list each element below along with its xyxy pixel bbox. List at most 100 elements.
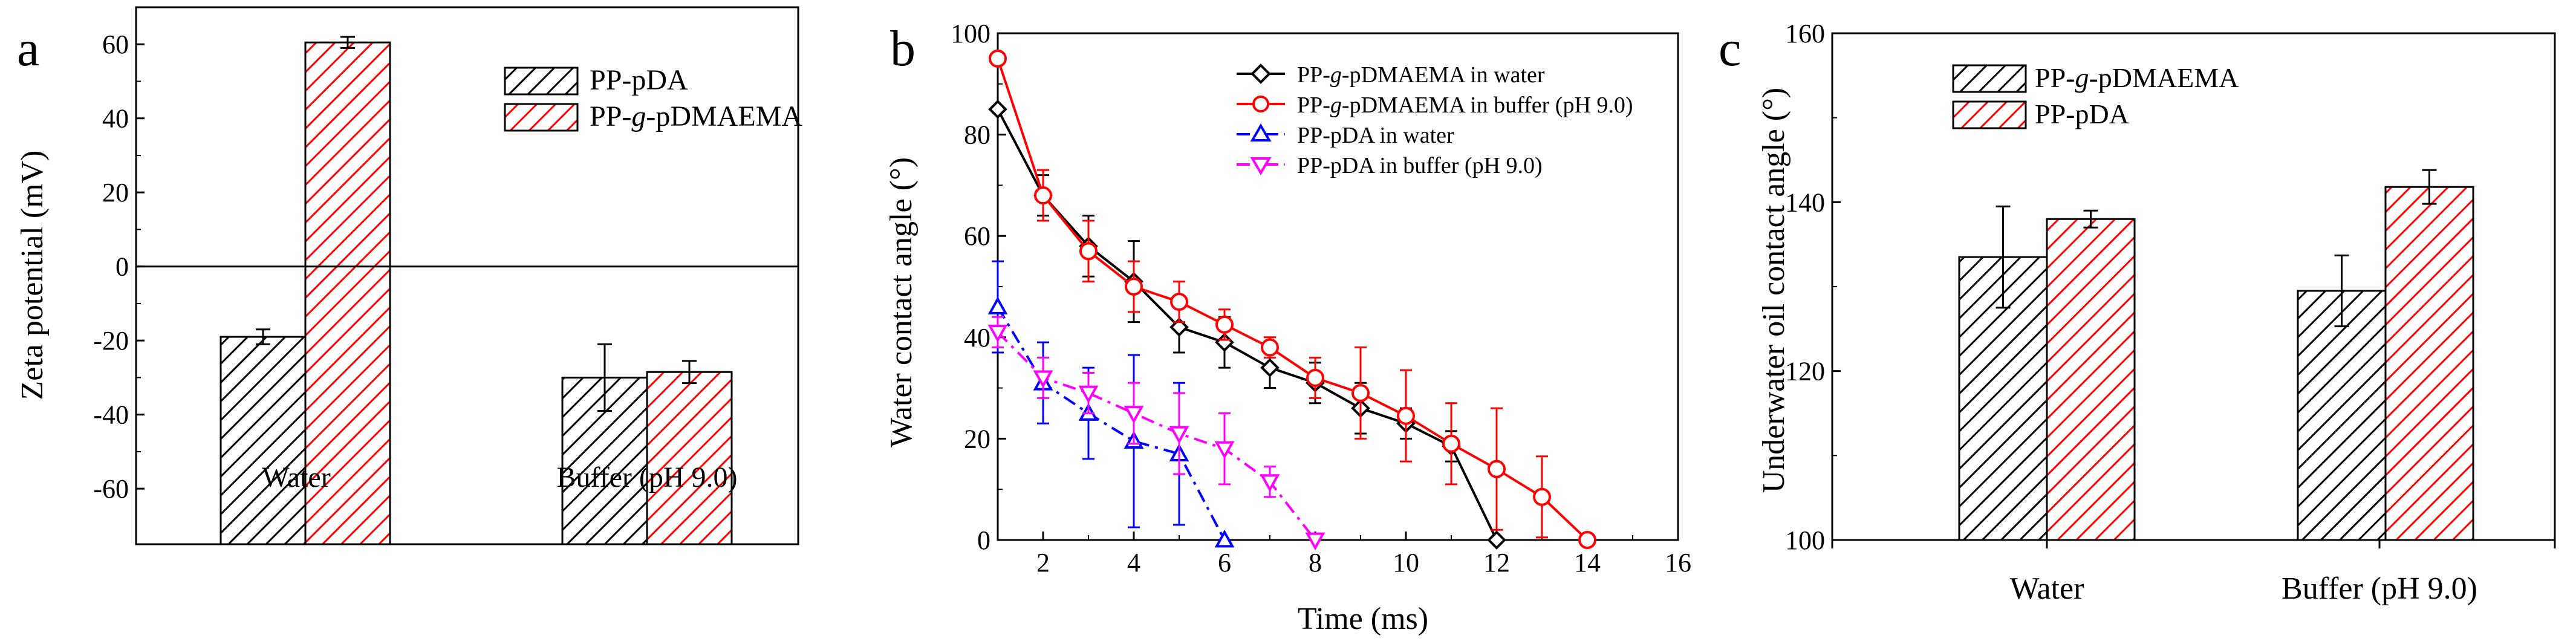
series-pp-g-pdmaema-in-buffer-ph-9-0-point-2 xyxy=(1079,242,1098,261)
panel-a-ylabel: Zeta potential (mV) xyxy=(15,151,50,400)
series-pp-pda-in-water-point-0 xyxy=(987,296,1008,314)
series-pp-g-pdmaema-in-water-point-11 xyxy=(1487,530,1506,550)
panel-b-legend: PP-g-pDMAEMA in water PP-g-pDMAEMA in bu… xyxy=(1237,62,1633,178)
legend-swatch-pp-g-pdmaema xyxy=(504,103,579,132)
panel-a-category-buffer: Buffer (pH 9.0) xyxy=(556,461,737,493)
panel-b-xtick-label-4: 10 xyxy=(1393,548,1419,577)
panel-c-ylabel: Underwater oil contact angle (°) xyxy=(1757,88,1791,493)
panel-a-category-water: Water xyxy=(262,461,330,493)
series-pp-g-pdmaema-in-water-line xyxy=(997,108,1498,541)
series-pp-g-pdmaema-in-water-point-0 xyxy=(988,99,1007,119)
series-pp-g-pdmaema-in-buffer-ph-9-0-point-10 xyxy=(1442,434,1460,453)
bar-water-pp-pda xyxy=(220,336,307,545)
panel-a-ytick-label-4: 20 xyxy=(102,178,129,207)
panel-c: c Underwater oil contact angle (°) 100 12… xyxy=(1719,19,2556,606)
panel-b-label: b xyxy=(890,21,916,77)
series-pp-g-pdmaema-in-buffer-ph-9-0-point-7 xyxy=(1306,368,1324,387)
series-pp-g-pdmaema-in-buffer-ph-9-0-point-0 xyxy=(989,49,1007,68)
panel-b-xtick-label-2: 6 xyxy=(1218,548,1231,577)
series-pp-pda-in-water-line xyxy=(997,306,1226,541)
series-pp-pda-in-buffer-ph-9-0-point-5 xyxy=(1214,441,1235,460)
legend-swatch-c-pp-pda xyxy=(1952,100,2027,129)
panel-b-ytick-label-5: 100 xyxy=(951,19,990,48)
panel-b-ylabel: Water contact angle (°) xyxy=(884,157,919,447)
legend-swatch-pp-pda xyxy=(504,67,579,96)
panel-a-legend: PP-pDA PP-g-pDMAEMA xyxy=(504,64,802,132)
legend-label-series-3: PP-pDA in water xyxy=(1297,123,1454,148)
panel-b-ytick-label-0: 0 xyxy=(977,525,990,555)
series-pp-g-pdmaema-in-buffer-ph-9-0-point-11 xyxy=(1488,460,1506,478)
panel-a-category-labels: Water Buffer (pH 9.0) xyxy=(262,461,737,493)
series-pp-pda-in-buffer-ph-9-0-point-3 xyxy=(1124,406,1144,424)
legend-label-series-2: PP-g-pDMAEMA in buffer (pH 9.0) xyxy=(1297,93,1633,118)
panel-b-xtick-label-7: 16 xyxy=(1665,548,1691,577)
panel-c-ytick-label-3: 160 xyxy=(1785,19,1825,48)
series-pp-pda-in-buffer-ph-9-0-point-1 xyxy=(1033,370,1053,388)
series-pp-g-pdmaema-in-buffer-ph-9-0-point-9 xyxy=(1397,406,1415,425)
panel-a-ytick-label-0: -60 xyxy=(93,474,129,504)
series-pp-pda-in-buffer-ph-9-0-point-6 xyxy=(1260,474,1280,492)
panel-b-xtick-label-0: 2 xyxy=(1036,548,1050,577)
series-pp-pda-in-buffer-ph-9-0-point-2 xyxy=(1078,385,1099,404)
series-pp-g-pdmaema-in-buffer-ph-9-0-point-4 xyxy=(1170,293,1188,311)
legend-label-series-1: PP-g-pDMAEMA in water xyxy=(1297,62,1545,88)
series-pp-pda-in-water xyxy=(987,260,1235,548)
series-pp-g-pdmaema-in-water-point-4 xyxy=(1169,317,1189,337)
panel-b-ytick-label-2: 40 xyxy=(964,323,990,353)
legend-label-c-pp-pda: PP-pDA xyxy=(2035,99,2129,129)
legend-label-series-4: PP-pDA in buffer (pH 9.0) xyxy=(1297,153,1543,178)
panel-b-xlabel: Time (ms) xyxy=(1298,602,1428,636)
panel-b-xtick-label-3: 8 xyxy=(1309,548,1322,577)
panel-c-category-labels: Water Buffer (pH 9.0) xyxy=(2010,571,2477,606)
legend-marker-triangle-up xyxy=(1250,123,1272,141)
panel-c-category-water: Water xyxy=(2010,571,2084,606)
panel-c-label: c xyxy=(1719,21,1741,77)
series-pp-g-pdmaema-in-buffer-ph-9-0-point-3 xyxy=(1125,278,1143,296)
series-pp-pda-in-buffer-ph-9-0-point-7 xyxy=(1305,532,1325,551)
legend-marker-circle xyxy=(1252,96,1269,112)
series-pp-g-pdmaema-in-buffer-ph-9-0-point-8 xyxy=(1351,383,1370,402)
panel-a: a Zeta potential (mV) -60 -40 -20 0 20 40 60 W… xyxy=(15,6,802,545)
panel-a-ytick-label-5: 40 xyxy=(102,104,129,134)
series-pp-g-pdmaema-in-buffer-ph-9-0-point-13 xyxy=(1578,531,1596,549)
bar-buffer-ph-9-0-pp-pda xyxy=(2384,186,2474,541)
panel-b-ytick-label-1: 20 xyxy=(964,424,990,454)
bar-water-pp-g-pdmaema xyxy=(304,41,391,545)
series-pp-g-pdmaema-in-buffer-ph-9-0 xyxy=(989,49,1596,549)
panel-c-ytick-label-0: 100 xyxy=(1785,525,1825,555)
panel-b: b Water contact angle (°) Time (ms) 2 4 6 8… xyxy=(884,19,1691,636)
series-pp-pda-in-buffer-ph-9-0-point-4 xyxy=(1169,426,1189,444)
series-pp-g-pdmaema-in-buffer-ph-9-0-point-12 xyxy=(1533,487,1551,506)
panel-b-ytick-label-3: 60 xyxy=(964,221,990,251)
panel-b-xtick-label-1: 4 xyxy=(1127,548,1140,577)
panel-b-ytick-label-4: 80 xyxy=(964,120,990,150)
legend-label-pp-pda: PP-pDA xyxy=(590,64,688,96)
bar-buffer-ph-9-0-pp-g-pdmaema xyxy=(2297,290,2387,541)
panel-a-ytick-label-2: -20 xyxy=(93,326,129,356)
series-pp-pda-in-buffer-ph-9-0-point-0 xyxy=(987,325,1008,343)
panel-c-ytick-label-1: 120 xyxy=(1785,357,1825,386)
series-pp-pda-in-buffer-ph-9-0 xyxy=(987,316,1325,551)
panel-a-frame xyxy=(135,6,799,545)
legend-swatch-c-pp-g-pdmaema xyxy=(1952,64,2027,93)
panel-a-ytick-label-1: -40 xyxy=(93,400,129,430)
series-pp-g-pdmaema-in-buffer-ph-9-0-point-6 xyxy=(1261,338,1279,357)
series-pp-pda-in-water-point-5 xyxy=(1214,529,1235,548)
panel-b-xtick-label-5: 12 xyxy=(1483,548,1510,577)
panel-c-category-buffer: Buffer (pH 9.0) xyxy=(2282,571,2477,606)
series-pp-g-pdmaema-in-buffer-ph-9-0-point-5 xyxy=(1215,315,1234,334)
panel-a-label: a xyxy=(17,21,39,77)
legend-marker-triangle-down xyxy=(1250,157,1272,175)
panel-a-ytick-label-6: 60 xyxy=(102,30,129,59)
panel-c-ytick-label-2: 140 xyxy=(1785,187,1825,217)
legend-label-c-pp-g-pdmaema: PP-g-pDMAEMA xyxy=(2035,62,2239,93)
panel-c-legend: PP-g-pDMAEMA PP-pDA xyxy=(1952,62,2239,129)
panel-a-ytick-label-3: 0 xyxy=(115,252,129,282)
bar-water-pp-pda xyxy=(2046,218,2136,541)
legend-label-pp-g-pdmaema: PP-g-pDMAEMA xyxy=(590,100,802,132)
legend-marker-diamond xyxy=(1251,63,1271,84)
panel-b-xtick-label-6: 14 xyxy=(1574,548,1601,577)
series-pp-g-pdmaema-in-water-point-6 xyxy=(1260,358,1280,377)
bar-buffer-ph-9-0-pp-g-pdmaema xyxy=(646,371,733,545)
